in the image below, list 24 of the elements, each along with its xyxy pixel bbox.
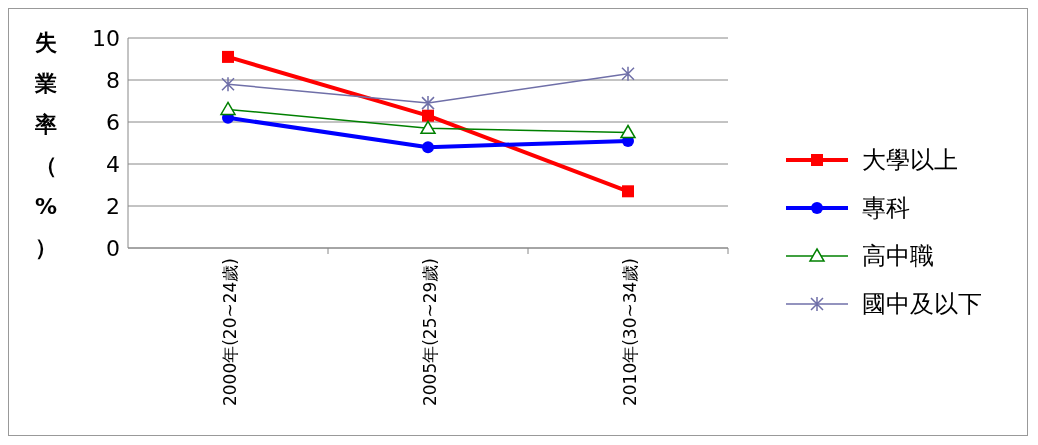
- legend-label: 專科: [862, 194, 910, 223]
- point: [621, 65, 635, 82]
- y-tick-label: 4: [106, 151, 120, 177]
- point: [221, 76, 235, 92]
- point: [220, 101, 236, 116]
- x-tick-label: 2010年(30~34歲): [620, 258, 640, 407]
- y-axis-title: 失業率（%）: [34, 30, 58, 260]
- y-tick-label: 6: [106, 109, 120, 135]
- point: [622, 185, 634, 198]
- x-tick-label: 2005年(25~29歲): [420, 258, 440, 407]
- point: [422, 141, 434, 154]
- y-tick-label: 2: [106, 193, 120, 219]
- legend-label: 高中職: [862, 242, 934, 271]
- point: [620, 124, 636, 139]
- y-tick-label: 10: [92, 25, 120, 51]
- x-tick-label: 2000年(20~24歲): [220, 258, 240, 407]
- point: [222, 50, 234, 63]
- point: [422, 109, 434, 122]
- y-tick-label: 0: [106, 235, 120, 261]
- point: [421, 95, 435, 111]
- y-tick-label: 8: [106, 67, 120, 93]
- legend-label: 國中及以下: [862, 290, 982, 319]
- point: [420, 120, 436, 135]
- legend-label: 大學以上: [862, 146, 958, 175]
